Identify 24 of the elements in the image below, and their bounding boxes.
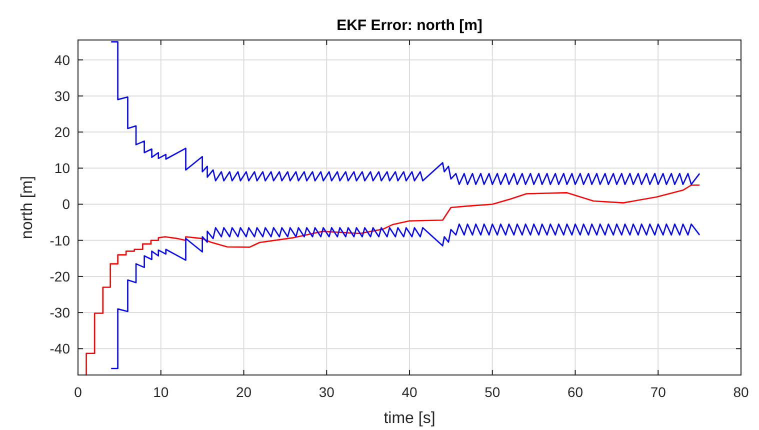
x-tick-label: 30 bbox=[318, 384, 335, 400]
y-tick-label: -30 bbox=[50, 304, 70, 320]
x-tick-label: 50 bbox=[484, 384, 500, 400]
y-tick-label: 40 bbox=[54, 52, 70, 68]
line-series bbox=[110, 223, 700, 370]
x-tick-label: 20 bbox=[236, 384, 252, 400]
y-axis-title: north [m] bbox=[19, 176, 36, 240]
y-tick-label: 20 bbox=[54, 124, 70, 140]
y-tick-label: -40 bbox=[50, 340, 70, 357]
line-series bbox=[86, 184, 700, 375]
x-axis-title: time [s] bbox=[384, 410, 436, 427]
y-tick-label: -10 bbox=[50, 232, 70, 248]
y-tick-label: 10 bbox=[54, 160, 70, 176]
x-tick-label: 40 bbox=[402, 384, 418, 400]
x-tick-label: 70 bbox=[650, 384, 666, 400]
x-tick-label: 0 bbox=[74, 384, 82, 400]
x-tick-label: 80 bbox=[733, 384, 749, 400]
y-tick-label: 30 bbox=[54, 88, 70, 104]
line-series bbox=[110, 41, 700, 186]
y-tick-label: 0 bbox=[62, 196, 70, 212]
y-tick-label: -20 bbox=[50, 268, 70, 284]
chart-title: EKF Error: north [m] bbox=[336, 17, 482, 34]
x-tick-label: 60 bbox=[567, 384, 584, 400]
x-tick-label: 10 bbox=[153, 384, 169, 400]
